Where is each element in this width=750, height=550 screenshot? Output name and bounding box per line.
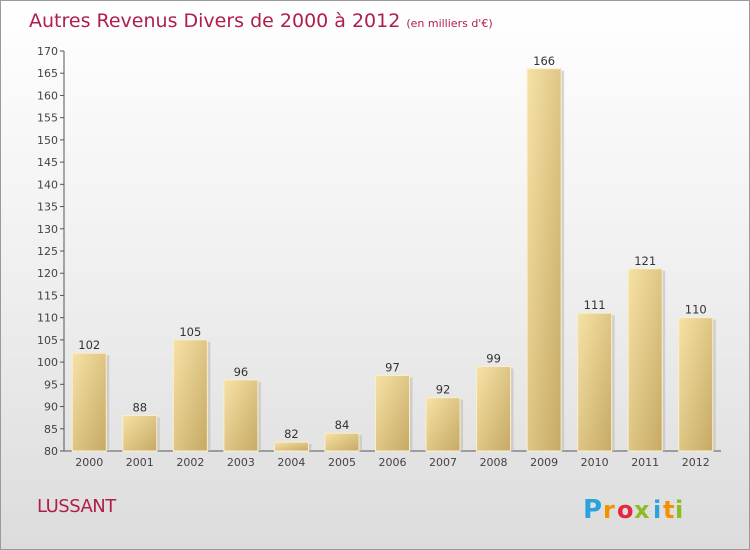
bar-value-label: 111 — [584, 298, 606, 312]
bar-value-label: 97 — [385, 360, 400, 374]
y-tick-label: 115 — [37, 289, 58, 302]
y-tick-label: 130 — [37, 223, 58, 236]
bar-value-label: 82 — [284, 427, 299, 441]
x-axis: 2000 2001 2002 2003 2004 2005 2006 2007 2008 2009… — [64, 450, 721, 469]
bar-2000[interactable] — [71, 352, 107, 452]
y-tick-label: 120 — [37, 267, 58, 280]
bar-value-label: 166 — [533, 54, 555, 68]
x-tick-label: 2001 — [126, 456, 154, 469]
x-tick-label: 2004 — [277, 456, 305, 469]
logo-letter: i — [653, 496, 661, 524]
y-axis: 80 85 90 95 100 105 110 115 120 125 130 135 140 145 15… — [37, 45, 65, 458]
logo-letter: r — [603, 496, 615, 524]
y-tick-label: 80 — [44, 445, 58, 458]
y-tick-label: 95 — [44, 378, 58, 391]
bar-2011[interactable] — [627, 268, 663, 452]
bar-2006[interactable] — [375, 374, 410, 452]
logo-letter: t — [663, 496, 674, 524]
bar-2003[interactable] — [223, 379, 259, 452]
y-tick-label: 140 — [37, 178, 58, 191]
title-text: Autres Revenus Divers de 2000 à 2012 — [29, 10, 401, 32]
bar-value-label: 84 — [335, 418, 350, 432]
bar-2005[interactable] — [324, 432, 360, 452]
y-tick-label: 160 — [37, 89, 58, 102]
logo-letter: x — [634, 496, 650, 524]
y-tick-label: 145 — [37, 156, 58, 169]
bar-value-label: 105 — [179, 325, 201, 339]
bar-2009[interactable] — [526, 68, 562, 452]
bar-2007[interactable] — [425, 397, 461, 452]
x-tick-label: 2002 — [176, 456, 204, 469]
y-tick-label: 125 — [37, 245, 58, 258]
bar-value-label: 102 — [78, 338, 100, 352]
bar-value-label: 110 — [685, 303, 707, 317]
x-tick-label: 2010 — [581, 456, 609, 469]
x-tick-label: 2005 — [328, 456, 356, 469]
value-labels: 102 88 105 96 82 84 97 92 99 166 111 121 110 — [78, 54, 706, 441]
location-label: LUSSANT — [37, 496, 116, 517]
logo-letter: i — [675, 496, 683, 524]
logo-letter: P — [583, 495, 602, 525]
bar-value-label: 92 — [436, 383, 451, 397]
x-tick-label: 2003 — [227, 456, 255, 469]
bar-value-label: 121 — [634, 254, 656, 268]
y-tick-label: 165 — [37, 67, 58, 80]
y-tick-label: 85 — [44, 423, 58, 436]
bar-2001[interactable] — [122, 414, 158, 452]
x-tick-label: 2006 — [379, 456, 407, 469]
y-tick-label: 150 — [37, 134, 58, 147]
y-tick-label: 90 — [44, 401, 58, 414]
bar-value-label: 88 — [132, 400, 147, 414]
y-tick-label: 110 — [37, 312, 58, 325]
y-tick-label: 100 — [37, 356, 58, 369]
bar-value-label: 99 — [486, 352, 501, 366]
bar-value-label: 96 — [234, 365, 249, 379]
bar-2002[interactable] — [172, 339, 208, 452]
x-tick-label: 2012 — [682, 456, 710, 469]
y-tick-label: 105 — [37, 334, 58, 347]
logo-letter: o — [617, 496, 634, 524]
y-tick-label: 155 — [37, 112, 58, 125]
y-tick-label: 170 — [37, 45, 58, 58]
x-tick-label: 2008 — [480, 456, 508, 469]
title-unit: (en milliers d'€) — [406, 17, 493, 30]
x-tick-label: 2000 — [75, 456, 103, 469]
x-tick-label: 2007 — [429, 456, 457, 469]
bar-2008[interactable] — [476, 366, 512, 452]
y-tick-label: 135 — [37, 201, 58, 214]
x-tick-label: 2009 — [530, 456, 558, 469]
bar-2012[interactable] — [678, 317, 714, 452]
bars — [71, 68, 716, 452]
bar-2010[interactable] — [577, 312, 613, 452]
chart-title: Autres Revenus Divers de 2000 à 2012 (en … — [29, 10, 493, 32]
bar-2004[interactable] — [273, 441, 309, 452]
x-tick-label: 2011 — [631, 456, 659, 469]
